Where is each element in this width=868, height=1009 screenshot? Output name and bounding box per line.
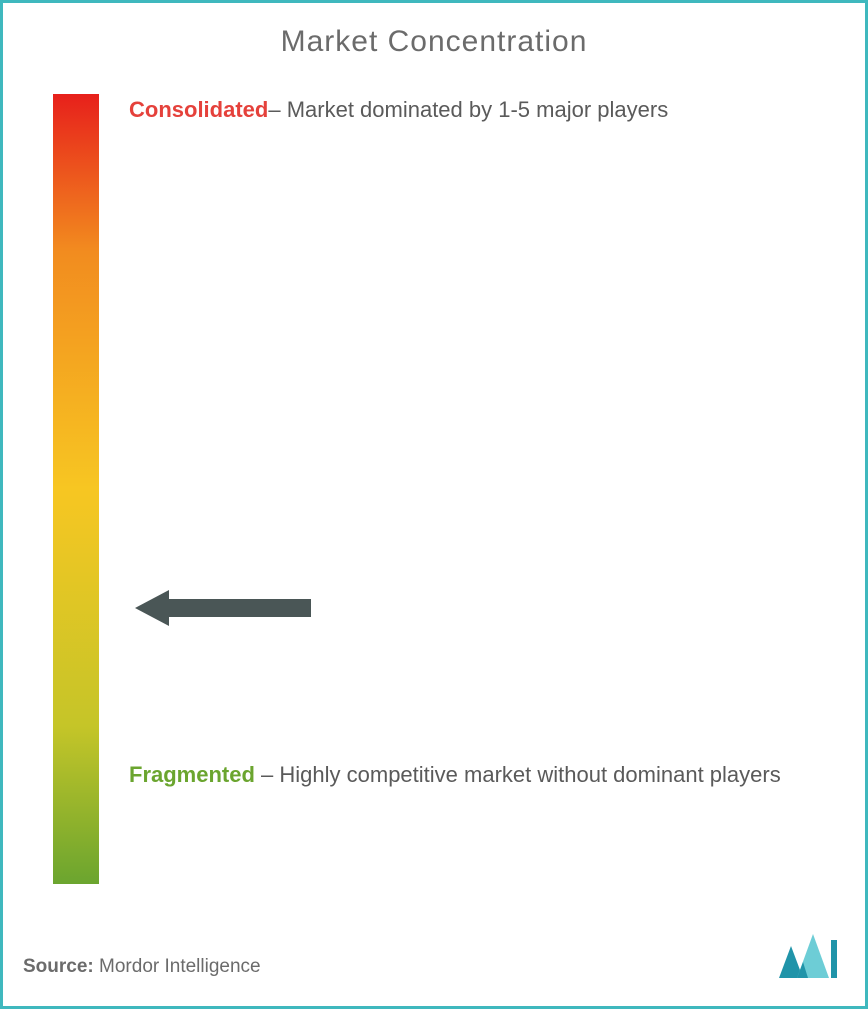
chart-container: Market Concentration Consolidated– M	[0, 0, 868, 1009]
fragmented-description: – Highly competitive market without domi…	[255, 762, 781, 787]
labels-area: Consolidated– Market dominated by 1-5 ma…	[129, 94, 835, 884]
content-area: Consolidated– Market dominated by 1-5 ma…	[3, 59, 865, 884]
gradient-svg	[53, 94, 99, 884]
fragmented-keyword: Fragmented	[129, 762, 255, 787]
indicator-arrow	[133, 584, 313, 632]
fragmented-label: Fragmented – Highly competitive market w…	[129, 754, 781, 796]
mordor-logo-icon	[779, 934, 837, 978]
consolidated-description: – Market dominated by 1-5 major players	[268, 97, 668, 122]
source-value: Mordor Intelligence	[94, 956, 261, 977]
chart-title: Market Concentration	[3, 3, 865, 59]
source-label: Source:	[23, 956, 94, 977]
footer: Source: Mordor Intelligence	[23, 934, 845, 978]
consolidated-label: Consolidated– Market dominated by 1-5 ma…	[129, 89, 668, 131]
gradient-scale-bar	[53, 94, 99, 884]
source-attribution: Source: Mordor Intelligence	[23, 956, 261, 978]
arrow-icon	[133, 584, 313, 632]
consolidated-keyword: Consolidated	[129, 97, 268, 122]
